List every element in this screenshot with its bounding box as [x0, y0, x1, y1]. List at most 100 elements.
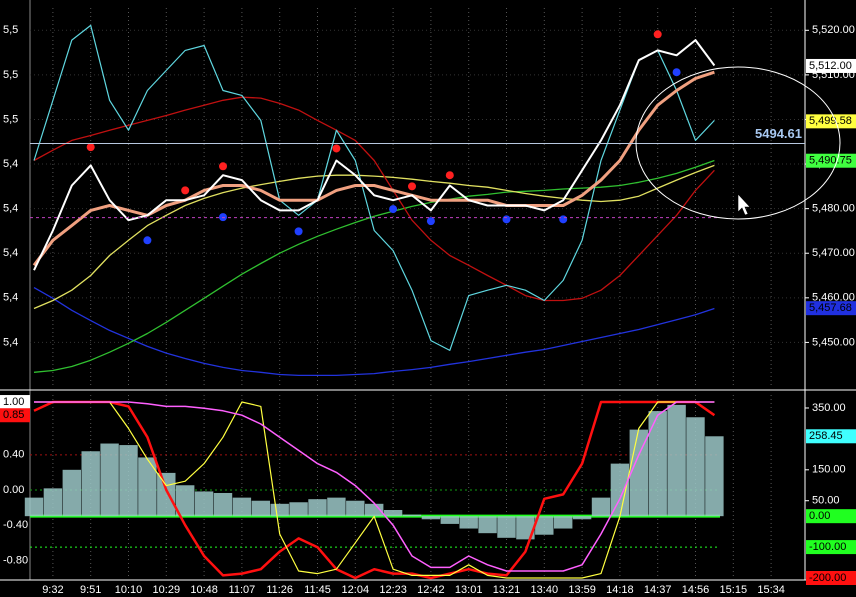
layers: 5,55,55,55,45,45,45,45,45,520.005,510.00… — [0, 8, 856, 596]
histogram-bar — [194, 491, 214, 517]
histogram-bar — [572, 516, 592, 520]
histogram-bar — [686, 417, 705, 517]
price-tag — [806, 429, 856, 444]
x-tick-label: 9:51 — [80, 584, 101, 596]
price-tag — [806, 58, 856, 73]
histogram-bar — [705, 436, 724, 517]
right-tick-label: 5,450.00 — [812, 336, 855, 348]
price-tag — [806, 571, 856, 585]
histogram-bar — [119, 445, 138, 517]
left-tick-label: 5,4 — [3, 203, 18, 215]
left-tick-label: 0.40 — [3, 449, 24, 461]
x-tick-label: 12:04 — [342, 584, 370, 596]
histogram-bar — [402, 514, 422, 517]
x-tick-label: 13:01 — [455, 584, 483, 596]
x-tick-label: 14:37 — [644, 584, 672, 596]
x-tick-label: 11:26 — [266, 584, 293, 596]
price-tag-label: 5,499.58 — [809, 115, 852, 127]
price-tag — [806, 301, 856, 316]
left-tick-label: 5,5 — [3, 113, 18, 125]
signal-dot — [332, 144, 341, 153]
right-tick-label: 5,480.00 — [812, 203, 855, 215]
right-tick-label: 50.00 — [812, 495, 840, 507]
series-line — [32, 70, 715, 267]
series-line — [33, 400, 716, 580]
price-tag-label: -200.00 — [809, 572, 846, 584]
histogram-bar — [157, 472, 176, 517]
histogram-bar — [289, 502, 308, 517]
price-tag-label: 0.00 — [809, 510, 830, 522]
price-tag — [806, 153, 856, 168]
price-tag-label: -100.00 — [809, 541, 846, 553]
right-tick-label: 5,470.00 — [812, 247, 855, 259]
left-tick-label: 5,4 — [3, 292, 18, 304]
histogram-bar — [667, 404, 686, 517]
left-tick-label: 5,4 — [3, 336, 18, 348]
series-line — [33, 159, 715, 373]
price-tag — [0, 395, 30, 410]
x-tick-label: 14:56 — [682, 584, 710, 596]
histogram-bar — [610, 463, 630, 517]
signal-dot — [559, 215, 568, 224]
x-tick-label: 9:32 — [42, 584, 63, 596]
left-tick-label: 5,5 — [3, 24, 18, 36]
histogram-bar — [648, 411, 667, 517]
signal-dot — [445, 171, 454, 180]
x-tick-label: 13:59 — [568, 584, 596, 596]
price-tag — [806, 114, 856, 129]
histogram-bar — [232, 497, 252, 517]
drawn-ellipse — [635, 66, 841, 220]
signal-dot — [502, 215, 511, 224]
price-tag — [806, 540, 856, 555]
left-tick-label: -0.80 — [3, 554, 28, 566]
left-tick-label: 5,5 — [3, 69, 18, 81]
mouse-cursor — [737, 193, 751, 216]
left-tick-label: -0.40 — [3, 519, 28, 531]
right-tick-label: 350.00 — [812, 402, 846, 414]
left-tick-label: 5,4 — [3, 158, 18, 170]
x-tick-label: 10:29 — [153, 584, 181, 596]
series-line — [33, 287, 715, 377]
right-tick-label: 150.00 — [812, 464, 846, 476]
signal-dot — [653, 30, 662, 39]
price-tag-label: 1.00 — [3, 396, 24, 408]
price-level-label: 5494.61 — [755, 126, 802, 141]
histogram-bar — [421, 516, 441, 520]
histogram-bar — [478, 516, 497, 534]
right-tick-label: 5,520.00 — [812, 24, 855, 36]
x-tick-label: 10:10 — [115, 584, 143, 596]
price-tag-label: 5,512.00 — [809, 60, 852, 72]
x-tick-label: 15:15 — [720, 584, 748, 596]
histogram-bar — [535, 516, 554, 535]
left-tick-label: 0.00 — [3, 484, 24, 496]
series-line — [33, 96, 715, 302]
signal-dot — [426, 217, 435, 226]
signal-dot — [86, 143, 95, 152]
histogram-bar — [213, 492, 233, 517]
price-tag-label: 258.45 — [809, 430, 843, 442]
x-tick-label: 11:07 — [229, 584, 256, 596]
signal-dot — [219, 162, 227, 171]
histogram-bar — [62, 469, 81, 517]
signal-dot — [408, 182, 416, 191]
signal-dot — [389, 205, 398, 214]
price-tag-label: 5,490.75 — [809, 155, 852, 167]
histogram-bar — [308, 499, 327, 517]
x-tick-label: 13:40 — [531, 584, 559, 596]
price-tag-label: 5,457.68 — [809, 302, 852, 314]
signal-dot — [143, 236, 152, 245]
series-line — [34, 401, 715, 572]
series-line — [33, 39, 716, 271]
histogram-bar — [459, 516, 478, 529]
x-tick-label: 15:34 — [757, 584, 785, 596]
right-tick-label: 5,460.00 — [812, 292, 855, 304]
histogram-bar — [24, 497, 44, 517]
series-line — [33, 24, 715, 351]
histogram-bar — [176, 485, 195, 517]
x-tick-label: 11:45 — [304, 584, 331, 596]
histogram-bar — [497, 516, 516, 538]
histogram-bar — [138, 457, 157, 517]
histogram-bar — [100, 443, 119, 517]
histogram-bar — [327, 497, 346, 517]
